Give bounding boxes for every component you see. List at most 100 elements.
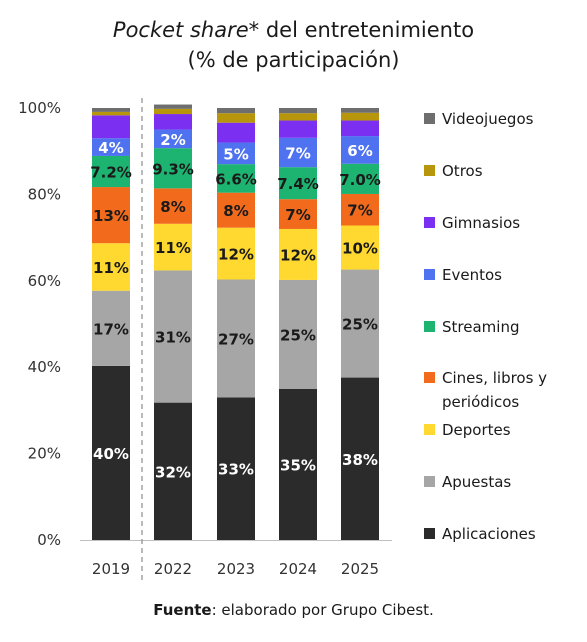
bar-segment: [279, 167, 317, 200]
x-tick-label: 2019: [92, 560, 130, 578]
legend-swatch: [424, 476, 435, 487]
x-tick-label: 2025: [341, 560, 379, 578]
chart-title-italic: Pocket share: [112, 18, 249, 42]
bar-segment: [92, 155, 130, 188]
data-label: 27%: [218, 330, 254, 348]
data-label: 11%: [93, 259, 129, 277]
data-label: 31%: [155, 329, 191, 347]
bar-segment: [279, 120, 317, 138]
y-tick-label: 0%: [37, 531, 61, 549]
legend-label: Apuestas: [442, 473, 511, 491]
bar-segment: [154, 148, 192, 189]
legend-label: Videojuegos: [442, 110, 534, 128]
data-label: 6%: [347, 142, 372, 160]
bar-segment: [92, 108, 130, 112]
bar-segment: [92, 290, 130, 366]
chart-subtitle: (% de participación): [187, 48, 400, 72]
bar-segment: [154, 108, 192, 115]
bar-segment: [154, 188, 192, 224]
source-note: Fuente: elaborado por Grupo Cibest.: [0, 600, 587, 620]
data-label: 40%: [93, 445, 129, 463]
bar-segment: [217, 108, 255, 114]
y-tick-label: 20%: [28, 445, 61, 463]
legend-label: Otros: [442, 162, 483, 180]
data-label: 7%: [285, 144, 310, 162]
data-label: 25%: [342, 316, 378, 334]
data-label: 7.0%: [339, 171, 381, 189]
data-label: 11%: [155, 239, 191, 257]
bar-segment: [217, 227, 255, 280]
data-label: 38%: [342, 451, 378, 469]
bar-segment: [279, 279, 317, 389]
x-tick-label: 2024: [279, 560, 317, 578]
data-label: 2%: [160, 131, 185, 149]
x-tick-label: 2022: [154, 560, 192, 578]
bar-segment: [341, 269, 379, 378]
data-label: 7%: [285, 206, 310, 224]
data-label: 33%: [218, 461, 254, 479]
bar-segment: [341, 136, 379, 164]
data-label: 7%: [347, 202, 372, 220]
y-tick-label: 100%: [18, 99, 61, 117]
legend-swatch: [424, 372, 435, 383]
bar-segment: [341, 108, 379, 113]
bar-segment: [341, 163, 379, 194]
legend-swatch: [424, 321, 435, 332]
source-text: : elaborado por Grupo Cibest.: [211, 601, 434, 619]
bar-segment: [92, 243, 130, 291]
data-label: 10%: [342, 240, 378, 258]
bar-segment: [217, 142, 255, 165]
bar-segment: [279, 137, 317, 168]
bar-segment: [154, 270, 192, 403]
legend-swatch: [424, 528, 435, 539]
data-label: 4%: [98, 139, 123, 157]
legend-label: Aplicaciones: [442, 525, 536, 543]
data-label: 9.3%: [152, 160, 194, 178]
data-label: 17%: [93, 320, 129, 338]
legend-swatch: [424, 165, 435, 176]
chart-title-rest: * del entretenimiento: [248, 18, 475, 42]
bar-segment: [154, 402, 192, 540]
bar-segment: [92, 138, 130, 156]
bar-segment: [279, 388, 317, 540]
legend-label: Eventos: [442, 266, 502, 284]
bar-segment: [279, 199, 317, 229]
bar-segment: [92, 187, 130, 244]
bar-segment: [341, 112, 379, 121]
data-label: 6.6%: [215, 170, 257, 188]
data-label: 8%: [223, 202, 248, 220]
bar-segment: [154, 104, 192, 109]
y-tick-label: 60%: [28, 272, 61, 290]
legend-label: Streaming: [442, 318, 519, 336]
bar-segment: [279, 113, 317, 121]
bar-segment: [217, 397, 255, 540]
data-label: 7.4%: [277, 175, 319, 193]
bar-segment: [279, 108, 317, 114]
bar-segment: [92, 365, 130, 540]
bar-segment: [341, 193, 379, 226]
bar-segment: [92, 115, 130, 139]
bar-segment: [341, 377, 379, 540]
data-label: 13%: [93, 207, 129, 225]
data-label: 5%: [223, 145, 248, 163]
data-label: 8%: [160, 198, 185, 216]
legend-label: Cines, libros y periódicos: [442, 369, 547, 411]
bar-segment: [92, 111, 130, 116]
bar-segment: [217, 113, 255, 123]
legend-swatch: [424, 269, 435, 280]
chart-title-line1: Pocket share* del entretenimiento: [0, 16, 587, 44]
bar-segment: [217, 279, 255, 398]
data-label: 7.2%: [90, 164, 132, 182]
bar-segment: [217, 164, 255, 193]
data-label: 25%: [280, 326, 316, 344]
bar-segment: [279, 228, 317, 280]
bar-segment: [341, 120, 379, 137]
bar-segment: [341, 225, 379, 270]
bar-segment: [217, 192, 255, 228]
x-tick-label: 2023: [217, 560, 255, 578]
source-label: Fuente: [153, 601, 212, 619]
bar-segment: [154, 223, 192, 271]
bar-segment: [154, 114, 192, 130]
legend-swatch: [424, 217, 435, 228]
